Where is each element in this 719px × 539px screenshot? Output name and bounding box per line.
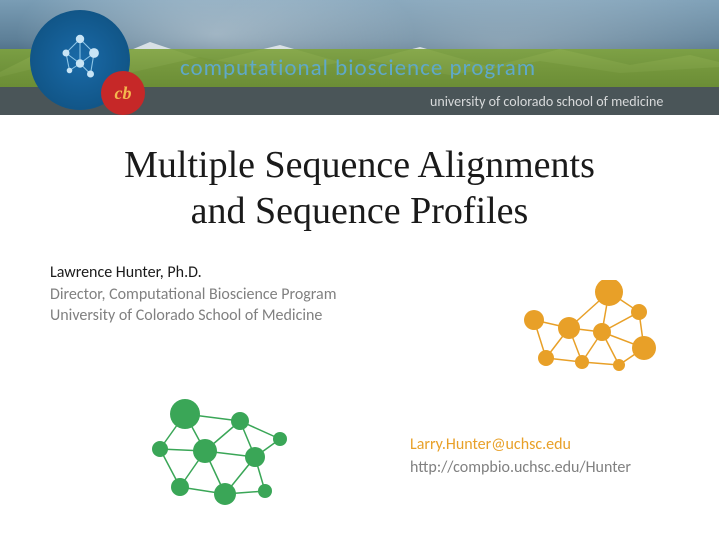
network-diagram-green	[145, 399, 295, 514]
program-title: computational bioscience program	[180, 54, 536, 82]
contact-url: http://compbio.uchsc.edu/Hunter	[410, 457, 631, 479]
contact-block: Larry.Hunter@uchsc.edu http://compbio.uc…	[410, 434, 631, 479]
contact-email: Larry.Hunter@uchsc.edu	[410, 434, 631, 456]
slide-title: Multiple Sequence Alignments and Sequenc…	[0, 143, 719, 234]
title-line-2: and Sequence Profiles	[191, 190, 529, 232]
logo-circle: cb	[30, 10, 130, 110]
cb-badge: cb	[101, 71, 145, 115]
university-name: university of colorado school of medicin…	[180, 93, 663, 110]
network-diagram-orange	[514, 280, 664, 380]
title-line-1: Multiple Sequence Alignments	[124, 144, 595, 186]
header-banner: computational bioscience program univers…	[0, 0, 719, 115]
